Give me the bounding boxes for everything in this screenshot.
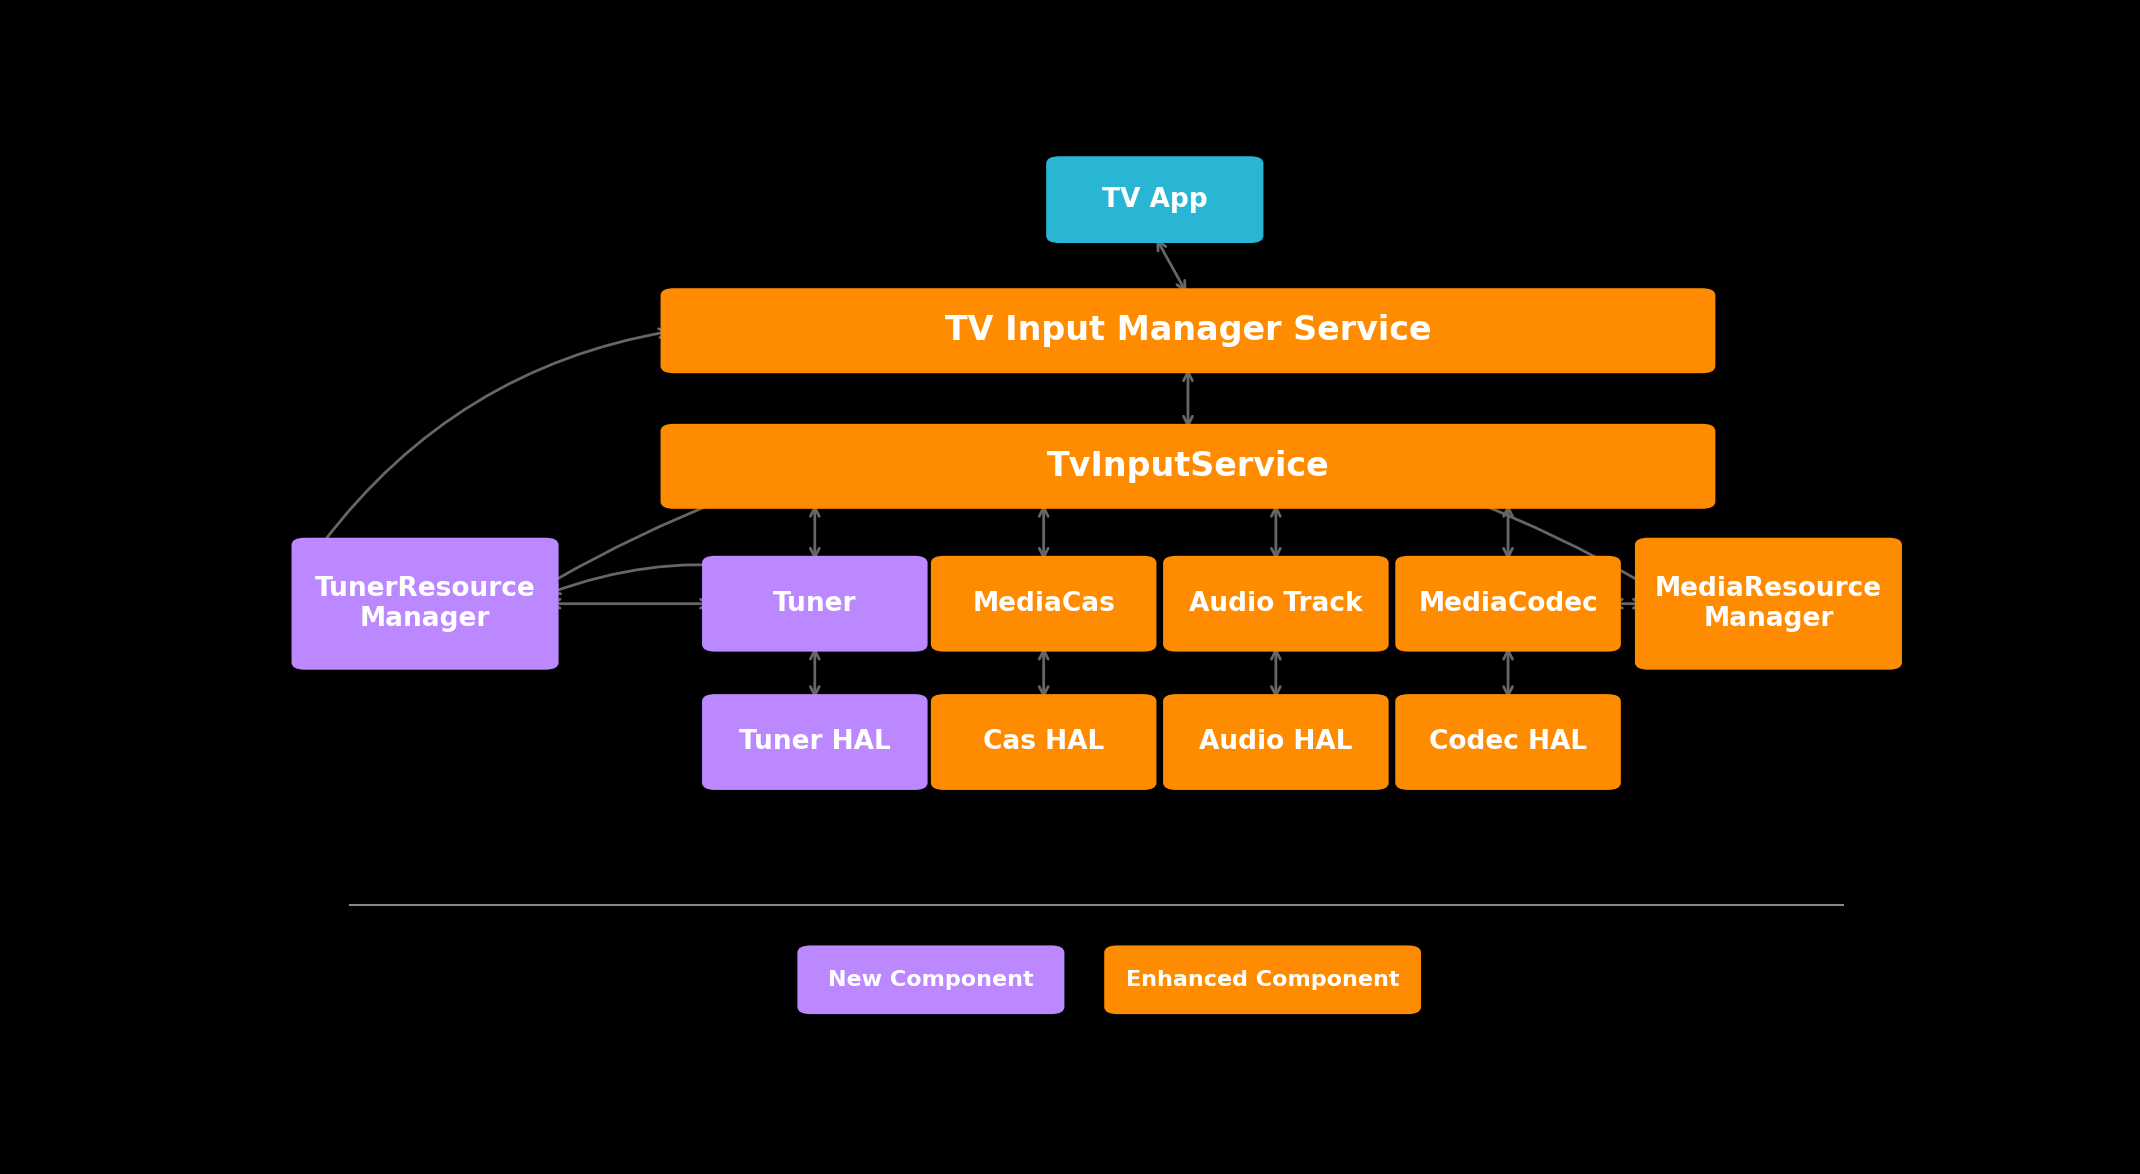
FancyBboxPatch shape bbox=[1164, 694, 1389, 790]
FancyBboxPatch shape bbox=[1104, 945, 1421, 1014]
FancyBboxPatch shape bbox=[798, 945, 1064, 1014]
Text: TunerResource
Manager: TunerResource Manager bbox=[315, 575, 535, 632]
FancyBboxPatch shape bbox=[931, 555, 1156, 652]
Text: New Component: New Component bbox=[828, 970, 1034, 990]
FancyBboxPatch shape bbox=[661, 289, 1716, 373]
FancyBboxPatch shape bbox=[702, 694, 927, 790]
Text: Enhanced Component: Enhanced Component bbox=[1126, 970, 1400, 990]
Text: Cas HAL: Cas HAL bbox=[982, 729, 1104, 755]
Text: MediaCas: MediaCas bbox=[972, 591, 1115, 616]
Text: TvInputService: TvInputService bbox=[1046, 450, 1329, 483]
Text: Tuner HAL: Tuner HAL bbox=[738, 729, 890, 755]
FancyBboxPatch shape bbox=[1164, 555, 1389, 652]
FancyBboxPatch shape bbox=[1395, 555, 1620, 652]
FancyBboxPatch shape bbox=[1046, 156, 1263, 243]
FancyBboxPatch shape bbox=[702, 555, 927, 652]
Text: TV Input Manager Service: TV Input Manager Service bbox=[944, 315, 1432, 348]
Text: Audio Track: Audio Track bbox=[1190, 591, 1363, 616]
Text: Tuner: Tuner bbox=[773, 591, 856, 616]
Text: MediaCodec: MediaCodec bbox=[1419, 591, 1599, 616]
Text: TV App: TV App bbox=[1102, 187, 1207, 212]
Text: MediaResource
Manager: MediaResource Manager bbox=[1654, 575, 1881, 632]
Text: Audio HAL: Audio HAL bbox=[1198, 729, 1352, 755]
FancyBboxPatch shape bbox=[1395, 694, 1620, 790]
FancyBboxPatch shape bbox=[661, 424, 1716, 508]
FancyBboxPatch shape bbox=[291, 538, 559, 669]
FancyBboxPatch shape bbox=[931, 694, 1156, 790]
Text: Codec HAL: Codec HAL bbox=[1430, 729, 1588, 755]
FancyBboxPatch shape bbox=[1635, 538, 1902, 669]
